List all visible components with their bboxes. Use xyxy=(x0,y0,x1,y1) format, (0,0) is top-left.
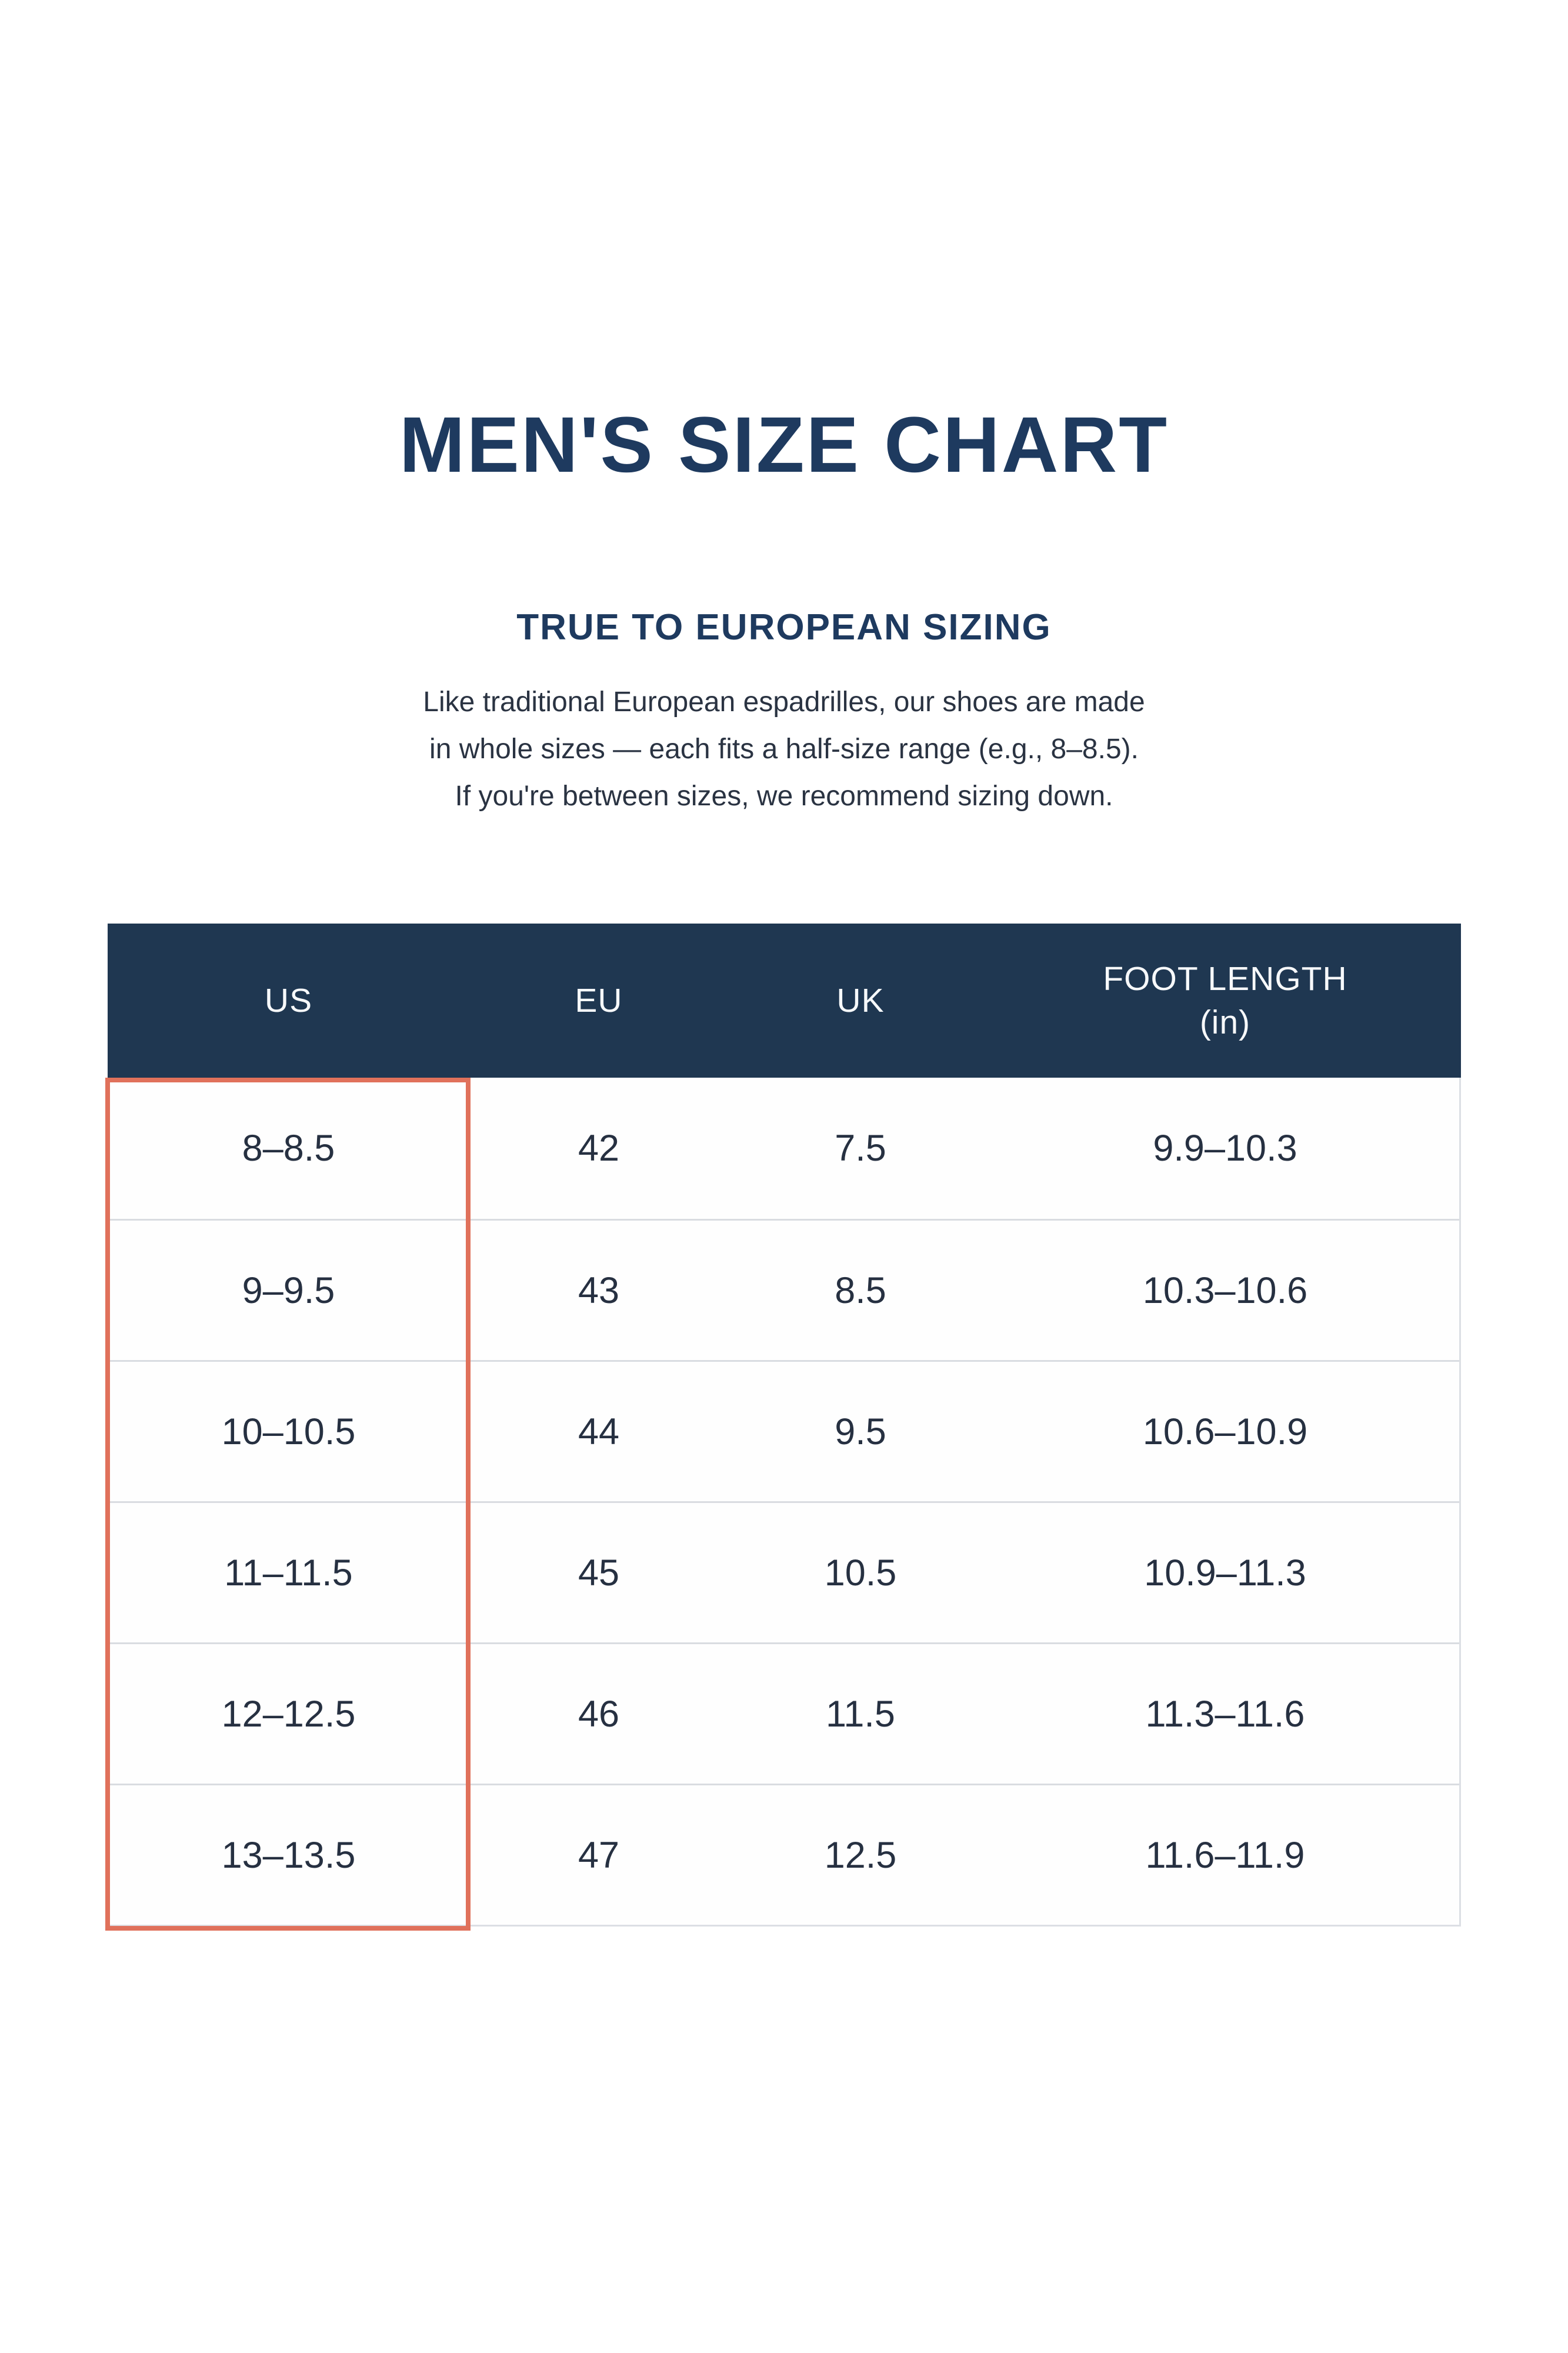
column-header-foot-length: FOOT LENGTH (in) xyxy=(1103,959,1347,1041)
subtitle: TRUE TO EUROPEAN SIZING xyxy=(516,607,1052,648)
table-row: 12–12.5 46 11.5 11.3–11.6 xyxy=(109,1642,1459,1784)
table-row: 11–11.5 45 10.5 10.9–11.3 xyxy=(109,1501,1459,1642)
cell-eu: 42 xyxy=(578,1128,620,1169)
cell-us: 9–9.5 xyxy=(242,1269,335,1311)
table-row: 13–13.5 47 12.5 11.6–11.9 xyxy=(109,1784,1459,1925)
size-table: US EU UK FOOT LENGTH (in) 8–8.5 42 7.5 9… xyxy=(105,924,1461,1931)
cell-us: 12–12.5 xyxy=(221,1693,356,1735)
table-header-row: US EU UK FOOT LENGTH (in) xyxy=(107,924,1461,1078)
description: Like traditional European espadrilles, o… xyxy=(423,686,1145,812)
cell-us: 13–13.5 xyxy=(221,1834,356,1876)
cell-foot-length: 10.3–10.6 xyxy=(1142,1269,1308,1311)
cell-eu: 45 xyxy=(578,1552,620,1594)
cell-eu: 44 xyxy=(578,1411,620,1452)
cell-uk: 7.5 xyxy=(835,1128,886,1169)
cell-eu: 46 xyxy=(578,1693,620,1735)
cell-uk: 11.5 xyxy=(826,1693,895,1735)
table-row: 9–9.5 43 8.5 10.3–10.6 xyxy=(109,1219,1459,1360)
cell-foot-length: 11.6–11.9 xyxy=(1145,1834,1305,1876)
cell-uk: 12.5 xyxy=(824,1834,897,1876)
table-row: 8–8.5 42 7.5 9.9–10.3 xyxy=(109,1078,1459,1219)
cell-uk: 9.5 xyxy=(835,1411,886,1452)
cell-foot-length: 11.3–11.6 xyxy=(1145,1693,1305,1735)
column-header-eu: EU xyxy=(575,981,623,1019)
cell-us: 11–11.5 xyxy=(224,1552,353,1594)
table-body: 8–8.5 42 7.5 9.9–10.3 9–9.5 43 8.5 10.3–… xyxy=(109,1078,1459,1925)
cell-uk: 10.5 xyxy=(824,1552,897,1594)
column-header-uk: UK xyxy=(836,981,885,1019)
cell-foot-length: 10.6–10.9 xyxy=(1142,1411,1308,1452)
cell-us: 8–8.5 xyxy=(242,1128,335,1169)
cell-eu: 43 xyxy=(578,1269,620,1311)
table-row: 10–10.5 44 9.5 10.6–10.9 xyxy=(109,1360,1459,1501)
column-header-us: US xyxy=(264,981,313,1019)
cell-uk: 8.5 xyxy=(835,1269,886,1311)
cell-us: 10–10.5 xyxy=(221,1411,356,1452)
page-title: MEN'S SIZE CHART xyxy=(399,401,1169,489)
cell-foot-length: 10.9–11.3 xyxy=(1144,1552,1306,1594)
cell-eu: 47 xyxy=(578,1834,620,1876)
cell-foot-length: 9.9–10.3 xyxy=(1153,1128,1297,1169)
